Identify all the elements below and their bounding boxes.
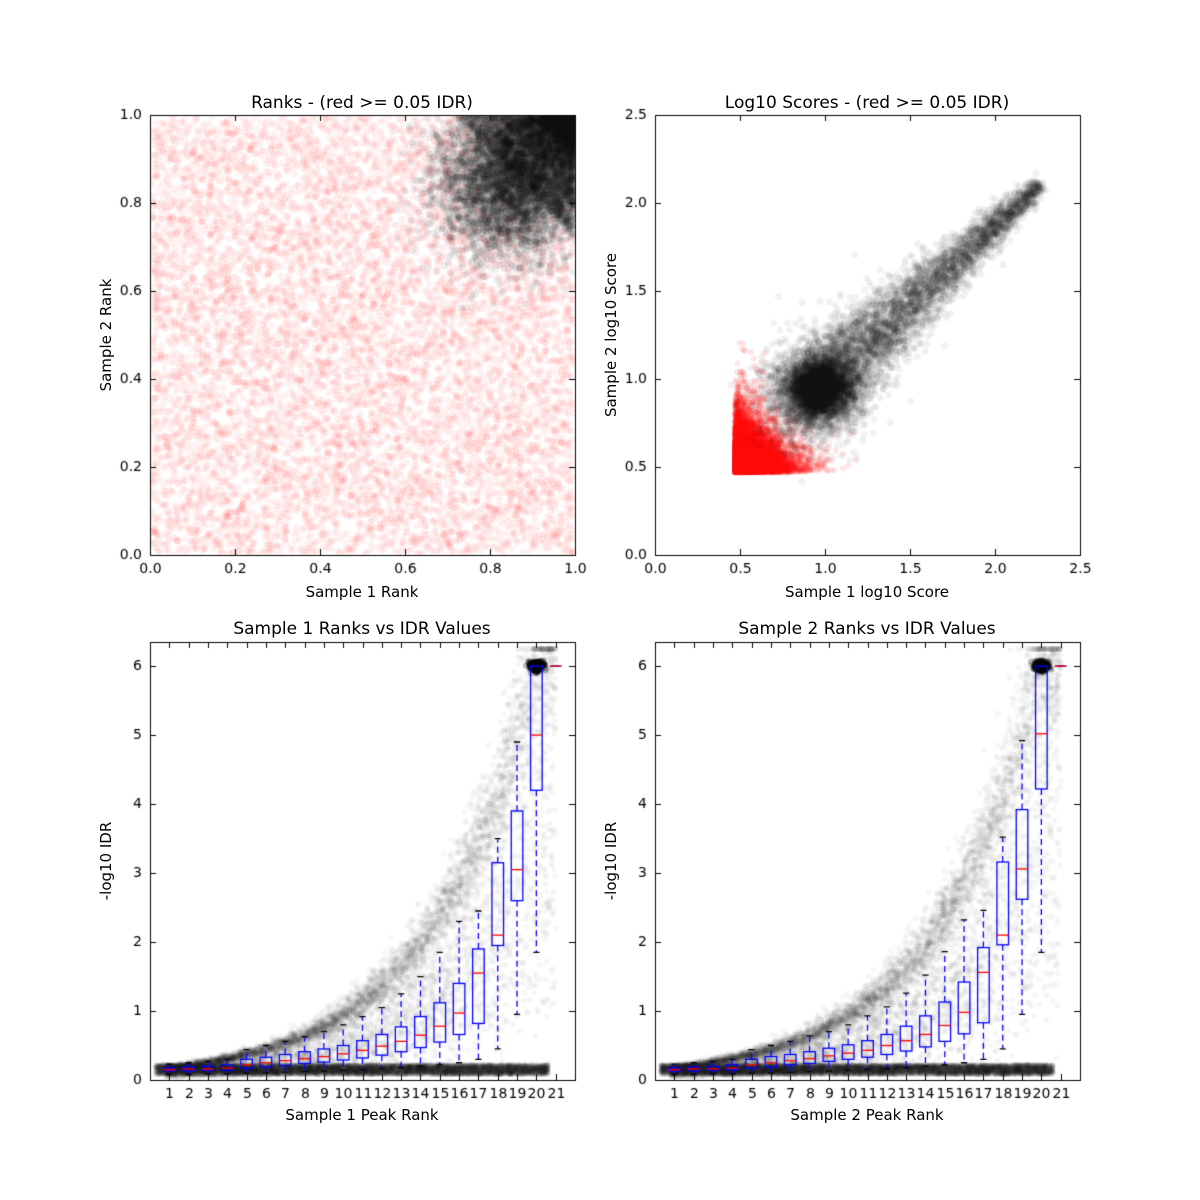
sample1-neglog-idr-ylabel: -log10 IDR — [97, 821, 115, 901]
sample1-ranks-idr-title: Sample 1 Ranks vs IDR Values — [233, 619, 491, 639]
log10-scores-xlabel: Sample 1 log10 Score — [784, 583, 950, 601]
log10-scores-ylabel: Sample 2 log10 Score — [602, 252, 620, 418]
ranks-scatter-ylabel: Sample 2 Rank — [97, 278, 115, 392]
ranks-scatter-xlabel: Sample 1 Rank — [305, 583, 419, 601]
sample1-peak-rank-xlabel: Sample 1 Peak Rank — [285, 1106, 439, 1124]
ranks-scatter-title: Ranks - (red >= 0.05 IDR) — [251, 93, 473, 113]
sample2-neglog-idr-ylabel: -log10 IDR — [602, 821, 620, 901]
log10-scores-title: Log10 Scores - (red >= 0.05 IDR) — [724, 93, 1010, 113]
sample2-ranks-idr-title: Sample 2 Ranks vs IDR Values — [738, 619, 996, 639]
sample2-peak-rank-xlabel: Sample 2 Peak Rank — [790, 1106, 944, 1124]
